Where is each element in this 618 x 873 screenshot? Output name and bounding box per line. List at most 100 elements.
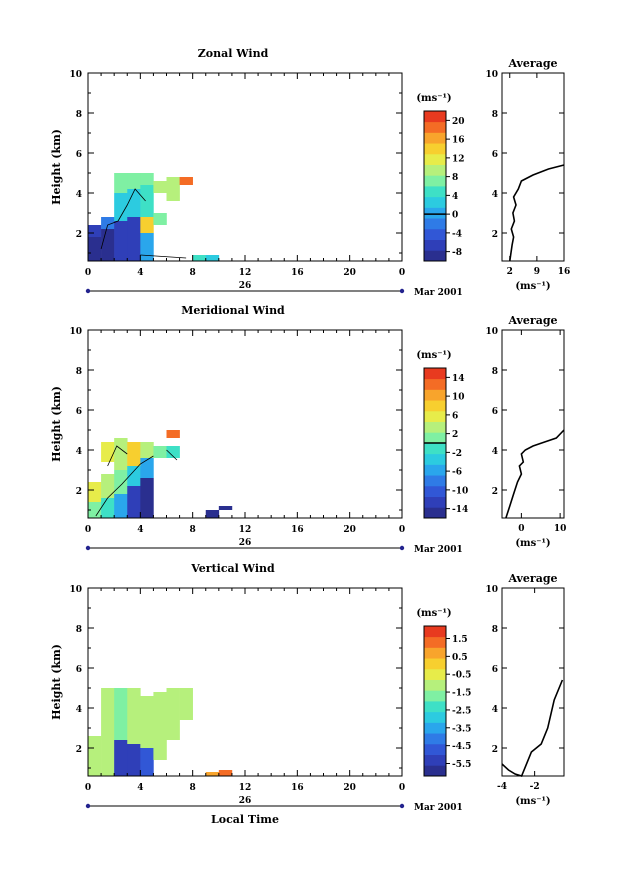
avg-x-tick-label: 2 [507, 267, 513, 277]
panel-title: Vertical Wind [190, 562, 275, 575]
y-tick-label: 2 [76, 230, 82, 240]
avg-x-tick-label: 9 [534, 267, 540, 277]
colorbar-segment [424, 164, 446, 176]
colorbar-segment [424, 733, 446, 745]
zero-contour [107, 445, 128, 467]
x-tick-label: 12 [239, 268, 252, 278]
average-title: Average [507, 314, 557, 327]
colorbar-segment [424, 121, 446, 133]
y-tick-label: 10 [69, 70, 82, 80]
heatmap-cell [114, 438, 128, 470]
heatmap-cell [166, 688, 180, 740]
colorbar-segment [424, 475, 446, 487]
colorbar-segment [424, 711, 446, 723]
x-tick-label: 12 [239, 525, 252, 535]
zero-contour [140, 254, 187, 259]
heatmap-cell [114, 221, 128, 261]
colorbar-tick-label: 12 [452, 154, 465, 164]
x-tick-label: 16 [291, 783, 304, 793]
heatmap-cell [140, 233, 154, 261]
colorbar-segment [424, 496, 446, 508]
colorbar-tick-label: 2 [452, 430, 458, 440]
heatmap-cell [127, 173, 141, 189]
x-tick-label: 0 [85, 268, 91, 278]
colorbar-unit: (ms⁻¹) [416, 608, 451, 619]
heatmap-cell [88, 237, 102, 261]
colorbar-unit: (ms⁻¹) [416, 350, 451, 361]
avg-y-tick-label: 4 [492, 190, 498, 200]
day-bar-end [399, 803, 405, 809]
heatmap-cell [140, 478, 154, 518]
avg-y-tick-label: 2 [492, 487, 498, 497]
colorbar-segment [424, 432, 446, 444]
colorbar-segment [424, 765, 446, 777]
x-tick-label: 4 [137, 525, 143, 535]
average-profile-line [509, 164, 565, 262]
colorbar-tick-label: -1.5 [452, 689, 471, 699]
heatmap-cell [101, 498, 115, 518]
heatmap-cell [140, 748, 154, 776]
avg-y-tick-label: 10 [485, 585, 498, 595]
x-tick-label: 12 [239, 783, 252, 793]
colorbar-tick-label: 6 [452, 411, 458, 421]
colorbar-tick-label: -4 [452, 229, 462, 239]
heatmap-cell [88, 225, 102, 237]
avg-y-tick-label: 6 [492, 407, 498, 417]
colorbar-frame [423, 110, 447, 262]
colorbar-tick-label: -5.5 [452, 760, 471, 770]
colorbar-segment [424, 443, 446, 455]
colorbar-segment [424, 186, 446, 198]
heatmap-cell [205, 510, 220, 518]
y-tick-label: 10 [69, 585, 82, 595]
colorbar-tick-label: 8 [452, 173, 458, 183]
x-tick-label: 16 [291, 268, 304, 278]
y-tick-label: 8 [76, 367, 82, 377]
date-label: Mar 2001 [414, 545, 463, 555]
y-tick-label: 6 [76, 407, 82, 417]
day-bar-end [85, 288, 91, 294]
colorbar-tick-label: -3.5 [452, 724, 471, 734]
day-label: 26 [239, 796, 252, 806]
colorbar-tick-label: -6 [452, 468, 462, 478]
heatmap-cell [88, 482, 102, 502]
x-tick-label: 20 [343, 783, 356, 793]
heatmap-cell [101, 229, 115, 261]
day-bar-end [399, 545, 405, 551]
y-tick-label: 8 [76, 625, 82, 635]
colorbar-segment [424, 250, 446, 262]
y-tick-label: 2 [76, 487, 82, 497]
colorbar-segment [424, 690, 446, 702]
colorbar-frame [423, 625, 447, 777]
x-tick-label: 20 [343, 268, 356, 278]
colorbar-tick-label: -14 [452, 505, 468, 515]
average-frame [501, 587, 565, 777]
heatmap-cell [205, 255, 220, 261]
x-tick-label: 0 [399, 525, 405, 535]
x-axis-label: Local Time [211, 813, 279, 826]
average-title: Average [507, 572, 557, 585]
heatmap-cell [140, 696, 154, 748]
zero-contour [95, 455, 154, 517]
average-frame [501, 72, 565, 262]
avg-y-tick-label: 8 [492, 110, 498, 120]
heatmap-cell [114, 193, 128, 221]
heatmap-cell [114, 470, 128, 494]
x-tick-label: 0 [399, 268, 405, 278]
heatmap-cell [218, 506, 233, 510]
colorbar-tick-label: -10 [452, 486, 468, 496]
heatmap-cell [205, 772, 220, 776]
avg-unit: (ms⁻¹) [515, 538, 550, 549]
avg-x-tick-label: 10 [554, 524, 567, 534]
heatmap-cell [101, 442, 115, 462]
colorbar-segment [424, 196, 446, 208]
colorbar-unit: (ms⁻¹) [416, 93, 451, 104]
heatmap-cell [88, 736, 102, 776]
day-label: 26 [239, 538, 252, 548]
average-profile-line [501, 679, 564, 777]
day-bar-end [85, 803, 91, 809]
zero-contour [100, 188, 146, 250]
colorbar-segment [424, 754, 446, 766]
colorbar-tick-label: -8 [452, 248, 462, 258]
